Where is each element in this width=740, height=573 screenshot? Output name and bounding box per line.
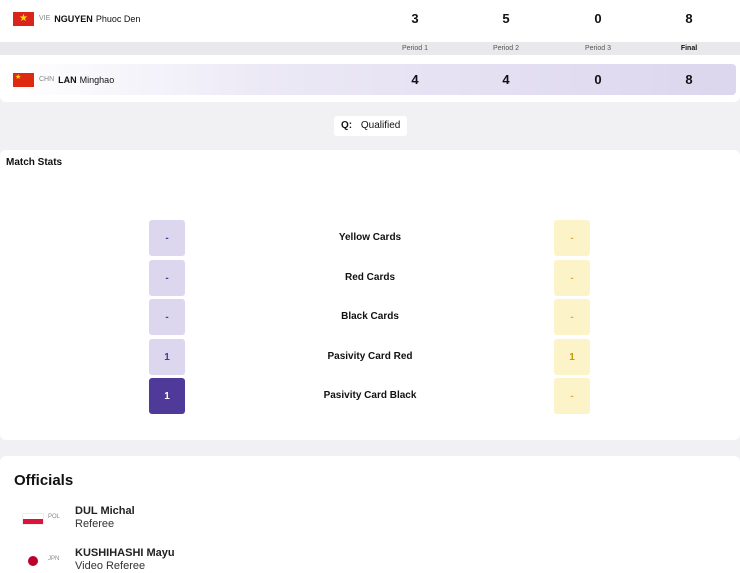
left-stat-value: - — [149, 220, 185, 256]
final-score: 8 — [685, 11, 693, 26]
period-2-score: 4 — [502, 72, 510, 87]
athlete-row-chn[interactable]: CHN LAN Minghao 4 4 0 8 — [7, 64, 736, 95]
official-name: DUL Michal — [75, 505, 135, 517]
final-label: Final — [680, 45, 698, 52]
poland-flag-icon — [22, 513, 44, 525]
official-noc: POL — [48, 514, 61, 520]
stat-label: Pasivity Card Red — [327, 351, 413, 362]
official-role: Referee — [75, 518, 115, 530]
period-2-label: Period 2 — [492, 45, 520, 52]
right-stat-value: 1 — [554, 339, 590, 375]
stat-label: Black Cards — [341, 311, 399, 322]
official-item[interactable]: POL DUL Michal Referee — [0, 504, 740, 534]
athlete-surname: NGUYEN — [54, 13, 93, 24]
stat-row-black-cards: - Black Cards - — [0, 299, 740, 335]
right-stat-value: - — [554, 220, 590, 256]
period-2-score: 5 — [502, 11, 510, 26]
final-score: 8 — [685, 72, 693, 87]
left-stat-value: 1 — [149, 378, 185, 414]
scoreboard-card: VIE NGUYEN Phuoc Den 3 5 0 8 Period 1 Pe… — [0, 0, 740, 102]
japan-flag-icon — [22, 555, 44, 567]
stat-row-pasivity-black: 1 Pasivity Card Black - — [0, 378, 740, 414]
legend-code: Q: — [341, 120, 353, 131]
stat-row-pasivity-red: 1 Pasivity Card Red 1 — [0, 339, 740, 375]
official-role: Video Referee — [75, 560, 146, 572]
legend-text: Qualified — [360, 120, 401, 131]
match-stats-card: Match Stats - Yellow Cards - - Red Cards… — [0, 150, 740, 440]
official-noc: JPN — [48, 556, 60, 562]
stat-label: Red Cards — [344, 272, 395, 283]
left-stat-value: - — [149, 260, 185, 296]
period-1-score: 3 — [411, 11, 419, 26]
period-3-score: 0 — [594, 11, 602, 26]
athlete-surname: LAN — [58, 74, 77, 85]
right-stat-value: - — [554, 299, 590, 335]
qualified-legend: Q: Qualified — [334, 116, 408, 136]
period-1-score: 4 — [411, 72, 419, 87]
match-stats-title: Match Stats — [6, 157, 63, 168]
athlete-noc: VIE — [39, 15, 51, 22]
athlete-info: VIE NGUYEN Phuoc Den — [13, 11, 141, 26]
stat-row-yellow-cards: - Yellow Cards - — [0, 220, 740, 256]
vietnam-flag-icon — [13, 11, 34, 26]
right-stat-value: - — [554, 378, 590, 414]
right-stat-value: - — [554, 260, 590, 296]
athlete-noc: CHN — [39, 76, 55, 83]
officials-card: Officials POL DUL Michal Referee JPN KUS… — [0, 456, 740, 573]
stat-label: Yellow Cards — [338, 232, 402, 243]
athlete-given-name: Minghao — [79, 74, 115, 85]
official-item[interactable]: JPN KUSHIHASHI Mayu Video Referee — [0, 546, 740, 573]
left-stat-value: 1 — [149, 339, 185, 375]
period-1-label: Period 1 — [401, 45, 429, 52]
athlete-given-name: Phuoc Den — [95, 13, 141, 24]
china-flag-icon — [13, 71, 34, 87]
stat-label: Pasivity Card Black — [323, 390, 417, 401]
stat-row-red-cards: - Red Cards - — [0, 260, 740, 296]
period-header: Period 1 Period 2 Period 3 Final — [0, 42, 740, 55]
period-3-label: Period 3 — [584, 45, 612, 52]
official-name: KUSHIHASHI Mayu — [75, 547, 175, 559]
left-stat-value: - — [149, 299, 185, 335]
athlete-row-vie[interactable]: VIE NGUYEN Phuoc Den 3 5 0 8 — [0, 0, 740, 37]
period-3-score: 0 — [594, 72, 602, 87]
athlete-info: CHN LAN Minghao — [13, 71, 115, 87]
officials-title: Officials — [14, 472, 74, 489]
